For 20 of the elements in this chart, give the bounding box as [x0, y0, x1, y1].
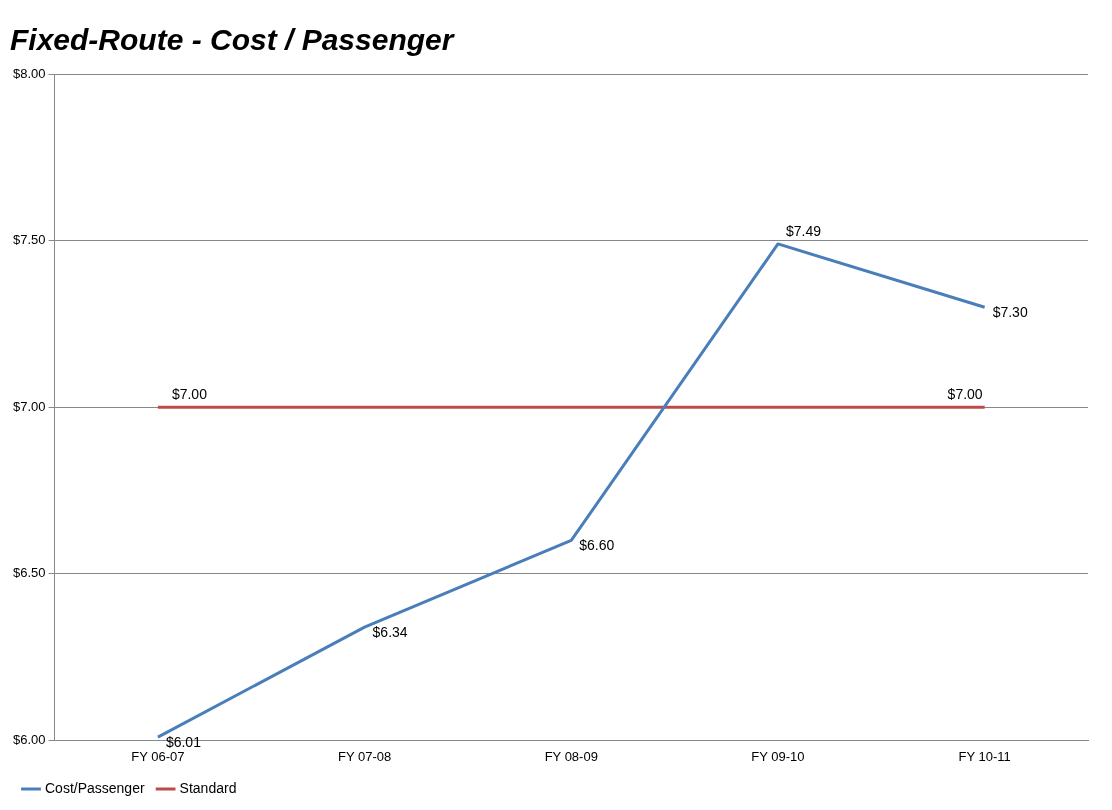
data-label: $6.01 [165, 733, 202, 750]
x-tick-label: FY 10-11 [958, 748, 1011, 764]
x-tick-label: FY 07-08 [337, 748, 392, 764]
data-label: $7.49 [785, 222, 822, 239]
y-tick-label: $6.00 [12, 731, 46, 747]
data-label: $7.00 [947, 386, 983, 403]
x-tick-label: FY 08-09 [544, 748, 598, 764]
y-tick-label: $7.50 [12, 232, 46, 248]
legend-label: Standard [179, 779, 237, 796]
x-tick-label: FY 06-07 [131, 748, 185, 764]
y-tick-label: $7.00 [12, 398, 46, 414]
data-label: $6.34 [372, 623, 408, 640]
legend-label: Cost/Passenger [45, 779, 145, 796]
data-label: $6.60 [579, 537, 615, 554]
chart-title: Fixed-Route - Cost / Passenger [10, 23, 456, 57]
data-label: $7.00 [171, 386, 208, 403]
y-tick-label: $6.50 [12, 565, 46, 581]
x-tick-label: FY 09-10 [751, 748, 805, 764]
y-tick-label: $8.00 [12, 65, 46, 81]
data-label: $7.30 [992, 304, 1028, 321]
